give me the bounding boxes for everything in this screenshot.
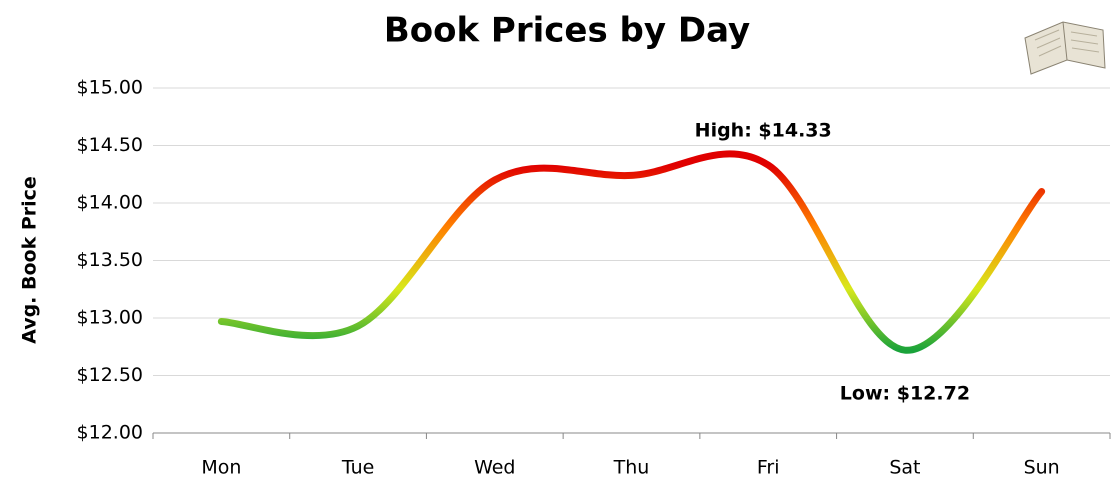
x-tick-label: Sat [889,457,920,477]
low-annotation: Low: $12.72 [840,383,970,405]
x-tick-label: Sun [1024,457,1060,477]
high-annotation: High: $14.33 [695,120,832,142]
y-tick-label: $13.00 [77,307,143,329]
x-tick-label: Tue [341,457,374,477]
y-tick-label: $15.00 [77,77,143,99]
x-tick-label: Fri [757,457,780,477]
x-tick-label: Wed [474,457,515,477]
y-tick-label: $13.50 [77,249,143,271]
chart-title: Book Prices by Day [384,11,750,51]
y-tick-label: $12.00 [77,422,143,444]
y-tick-label: $12.50 [77,364,143,386]
y-tick-label: $14.50 [77,134,143,156]
chart: Book Prices by Day Avg. Book Price $12.0… [0,0,1112,477]
price-line [221,154,1041,350]
x-tick-label: Mon [201,457,241,477]
book-icon [1025,22,1105,74]
y-axis-title: Avg. Book Price [19,176,41,344]
y-tick-label: $14.00 [77,192,143,214]
x-tick-label: Thu [613,457,650,477]
